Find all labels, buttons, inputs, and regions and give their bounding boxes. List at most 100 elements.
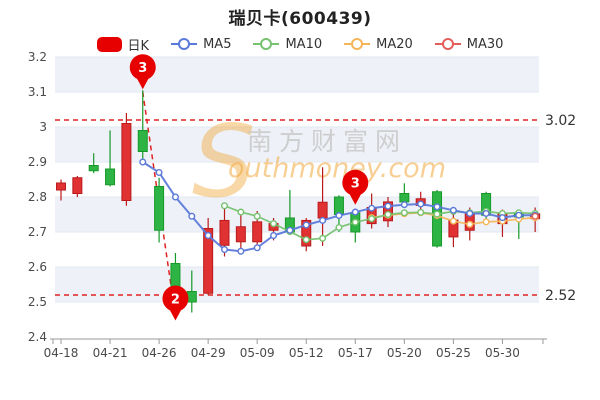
x-axis-label: 05-12 [289, 346, 324, 360]
reference-lines: 3.02 2.52 [55, 113, 576, 304]
watermark-swoosh: S [192, 103, 255, 220]
candle [88, 153, 99, 174]
legend-item-MA10[interactable]: MA10 [253, 37, 322, 52]
ma5-point [286, 226, 294, 234]
ma20-point [466, 220, 474, 228]
chart-title: 瑞贝卡(600439) [228, 9, 372, 29]
ma5-point [188, 212, 196, 220]
chart-legend: 日K MA5 MA10 MA20 MA30 [0, 33, 600, 55]
background-bands [55, 57, 539, 302]
ma5-point [449, 206, 457, 214]
ma10-point [368, 215, 376, 223]
y-axis-label: 2.9 [28, 155, 47, 169]
balloon-number: 3 [351, 177, 360, 192]
candle-body [399, 193, 410, 203]
balloon-circle [129, 54, 156, 81]
y-axis-label: 3 [39, 120, 47, 134]
candle [154, 177, 165, 243]
balloon-number: 2 [171, 293, 180, 308]
x-axis-label: 04-26 [142, 346, 177, 360]
legend-item-MA30[interactable]: MA30 [434, 36, 504, 52]
ma5-point [384, 202, 392, 210]
candle-body [137, 130, 148, 152]
y-axis-label: 2.5 [28, 295, 47, 309]
candle [235, 214, 246, 249]
legend-item-MA5[interactable]: MA5 [171, 37, 231, 52]
watermark-en-text: outhmoney.com [228, 153, 446, 184]
candle-body [154, 186, 165, 231]
ma5-point [482, 209, 490, 217]
ma5-point [351, 208, 359, 216]
ma20-point [449, 217, 457, 225]
ma5-point [253, 244, 261, 252]
balloon-number: 3 [138, 61, 147, 76]
x-axis-label: 05-30 [485, 346, 520, 360]
ma10-point [417, 208, 425, 216]
ma5-point [515, 211, 523, 219]
candle-body [317, 201, 328, 219]
ma5-point [270, 231, 278, 239]
ma-legend-marker-icon [434, 38, 461, 50]
ma10-point [335, 223, 343, 231]
legend-item-K[interactable]: 日K [96, 35, 150, 54]
legend-label: MA10 [285, 36, 323, 52]
candle-body [301, 219, 312, 247]
x-axis-label: 05-09 [240, 346, 275, 360]
candle-body [333, 196, 344, 215]
ma10-point [433, 210, 441, 218]
y-axis-label: 2.6 [28, 260, 47, 274]
candle [137, 90, 148, 161]
candle-body [252, 221, 263, 243]
candle-body [235, 226, 246, 243]
ma10-point [400, 209, 408, 217]
legend-label: MA30 [466, 36, 504, 52]
ma5-point [400, 201, 408, 209]
ma5-point [204, 231, 212, 239]
ma-legend-marker-icon [253, 38, 280, 50]
x-axis-label: 05-17 [338, 346, 373, 360]
ma30-point [531, 212, 539, 220]
y-axis-label: 3.1 [28, 85, 47, 99]
ma5-point [417, 200, 425, 208]
ma10-point [220, 202, 228, 210]
ref-line-label: 2.52 [545, 288, 576, 304]
band [55, 57, 539, 92]
candle-body [88, 165, 99, 172]
legend-label: MA20 [376, 36, 413, 52]
candle-body [203, 228, 214, 294]
ma5-point [237, 247, 245, 255]
ma5-point [319, 216, 327, 224]
candle [350, 211, 361, 243]
ma10-point [319, 234, 327, 242]
legend-label: MA5 [203, 36, 232, 52]
marker-balloon: 2 [162, 285, 189, 321]
ma5-line [139, 158, 539, 255]
ma10-point [351, 218, 359, 226]
ma30-line [531, 212, 539, 220]
marker-balloon: 3 [342, 169, 369, 205]
legend-item-MA20[interactable]: MA20 [344, 37, 413, 52]
x-axis-label: 05-20 [387, 346, 422, 360]
ma-legend-marker-icon [344, 38, 371, 50]
candle-body [186, 291, 197, 303]
y-axis: 3.2 3.1 3 2.9 2.8 2.7 2.6 2.5 2.4 [28, 50, 47, 344]
band [55, 267, 539, 302]
ma10-point [253, 212, 261, 220]
kline-legend-swatch-icon [96, 36, 122, 52]
candle-body [56, 182, 66, 191]
candle-body [121, 123, 132, 201]
ma5-point [498, 214, 506, 222]
ma10-point [237, 208, 245, 216]
ma5-point [335, 212, 343, 220]
candle [105, 130, 116, 187]
y-axis-label: 2.7 [28, 225, 47, 239]
marker-balloon: 3 [129, 54, 156, 90]
legend-label: 日K [127, 38, 150, 54]
candle [203, 218, 214, 295]
y-axis-label: 3.2 [28, 50, 47, 64]
x-axis-label: 04-29 [191, 346, 226, 360]
y-axis-label: 2.4 [28, 330, 47, 344]
